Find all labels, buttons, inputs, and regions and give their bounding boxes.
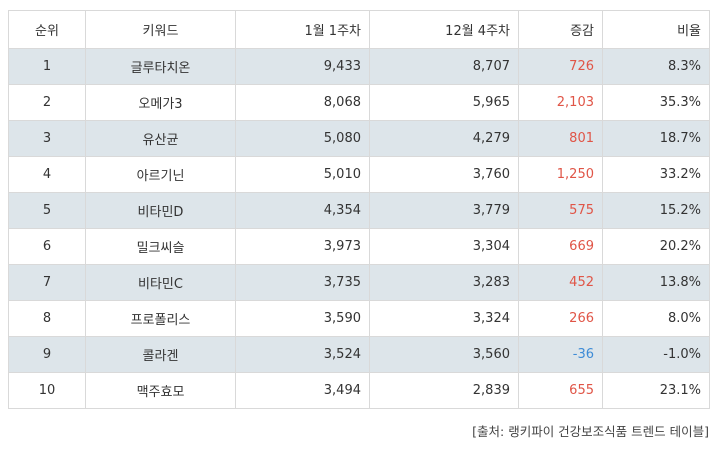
cell-rank: 1 (8, 48, 86, 85)
cell-rank: 4 (8, 156, 86, 193)
table-header: 순위 키워드 1월 1주차 12월 4주차 증감 비율 (8, 10, 710, 49)
cell-rank: 5 (8, 192, 86, 229)
cell-keyword: 밀크씨슬 (85, 228, 236, 265)
table-row: 1 글루타치온 9,433 8,707 726 8.3% (8, 48, 710, 85)
cell-week-dec4: 8,707 (369, 48, 519, 85)
table-row: 2 오메가3 8,068 5,965 2,103 35.3% (8, 84, 710, 121)
cell-week-dec4: 3,560 (369, 336, 519, 373)
source-caption: [출처: 랭키파이 건강보조식품 트렌드 테이블] (472, 424, 709, 439)
cell-keyword: 유산균 (85, 120, 236, 157)
header-rank: 순위 (8, 10, 86, 49)
header-keyword: 키워드 (85, 10, 236, 49)
cell-week-dec4: 3,304 (369, 228, 519, 265)
cell-rank: 6 (8, 228, 86, 265)
cell-change: 1,250 (518, 156, 603, 193)
cell-ratio: 13.8% (602, 264, 710, 301)
cell-week-dec4: 4,279 (369, 120, 519, 157)
cell-keyword: 콜라겐 (85, 336, 236, 373)
table-row: 10 맥주효모 3,494 2,839 655 23.1% (8, 372, 710, 409)
cell-change: 669 (518, 228, 603, 265)
cell-week-dec4: 2,839 (369, 372, 519, 409)
cell-ratio: 35.3% (602, 84, 710, 121)
cell-keyword: 글루타치온 (85, 48, 236, 85)
table-body: 1 글루타치온 9,433 8,707 726 8.3% 2 오메가3 8,068 5,965 2,… (8, 48, 710, 409)
cell-ratio: 23.1% (602, 372, 710, 409)
cell-week-dec4: 3,760 (369, 156, 519, 193)
cell-keyword: 비타민D (85, 192, 236, 229)
cell-change: 801 (518, 120, 603, 157)
table-row: 8 프로폴리스 3,590 3,324 266 8.0% (8, 300, 710, 337)
table-row: 9 콜라겐 3,524 3,560 -36 -1.0% (8, 336, 710, 373)
cell-keyword: 맥주효모 (85, 372, 236, 409)
table-row: 4 아르기닌 5,010 3,760 1,250 33.2% (8, 156, 710, 193)
cell-week-jan1: 3,590 (235, 300, 370, 337)
cell-rank: 9 (8, 336, 86, 373)
header-week-dec4: 12월 4주차 (369, 10, 519, 49)
cell-week-dec4: 3,283 (369, 264, 519, 301)
trend-table: 순위 키워드 1월 1주차 12월 4주차 증감 비율 1 글루타치온 9,433 8… (8, 10, 710, 409)
cell-change: 2,103 (518, 84, 603, 121)
cell-week-jan1: 5,010 (235, 156, 370, 193)
cell-ratio: 8.0% (602, 300, 710, 337)
cell-week-jan1: 3,735 (235, 264, 370, 301)
header-week-jan1: 1월 1주차 (235, 10, 370, 49)
cell-week-jan1: 3,524 (235, 336, 370, 373)
cell-week-jan1: 4,354 (235, 192, 370, 229)
cell-change: 452 (518, 264, 603, 301)
cell-week-jan1: 3,494 (235, 372, 370, 409)
cell-week-dec4: 3,324 (369, 300, 519, 337)
cell-ratio: 20.2% (602, 228, 710, 265)
table-row: 3 유산균 5,080 4,279 801 18.7% (8, 120, 710, 157)
cell-week-dec4: 5,965 (369, 84, 519, 121)
cell-week-jan1: 9,433 (235, 48, 370, 85)
cell-change: 266 (518, 300, 603, 337)
cell-change: -36 (518, 336, 603, 373)
header-change: 증감 (518, 10, 603, 49)
cell-rank: 2 (8, 84, 86, 121)
cell-keyword: 프로폴리스 (85, 300, 236, 337)
trend-table-container: 순위 키워드 1월 1주차 12월 4주차 증감 비율 1 글루타치온 9,433 8… (8, 10, 710, 409)
cell-keyword: 아르기닌 (85, 156, 236, 193)
cell-rank: 10 (8, 372, 86, 409)
cell-change: 726 (518, 48, 603, 85)
header-ratio: 비율 (602, 10, 710, 49)
cell-ratio: 15.2% (602, 192, 710, 229)
cell-ratio: 18.7% (602, 120, 710, 157)
table-row: 6 밀크씨슬 3,973 3,304 669 20.2% (8, 228, 710, 265)
header-row: 순위 키워드 1월 1주차 12월 4주차 증감 비율 (8, 10, 710, 49)
cell-week-jan1: 8,068 (235, 84, 370, 121)
cell-rank: 3 (8, 120, 86, 157)
cell-week-dec4: 3,779 (369, 192, 519, 229)
cell-change: 575 (518, 192, 603, 229)
cell-ratio: 33.2% (602, 156, 710, 193)
table-row: 5 비타민D 4,354 3,779 575 15.2% (8, 192, 710, 229)
cell-ratio: -1.0% (602, 336, 710, 373)
cell-keyword: 비타민C (85, 264, 236, 301)
cell-rank: 7 (8, 264, 86, 301)
table-row: 7 비타민C 3,735 3,283 452 13.8% (8, 264, 710, 301)
cell-rank: 8 (8, 300, 86, 337)
cell-week-jan1: 3,973 (235, 228, 370, 265)
cell-change: 655 (518, 372, 603, 409)
cell-week-jan1: 5,080 (235, 120, 370, 157)
cell-keyword: 오메가3 (85, 84, 236, 121)
cell-ratio: 8.3% (602, 48, 710, 85)
